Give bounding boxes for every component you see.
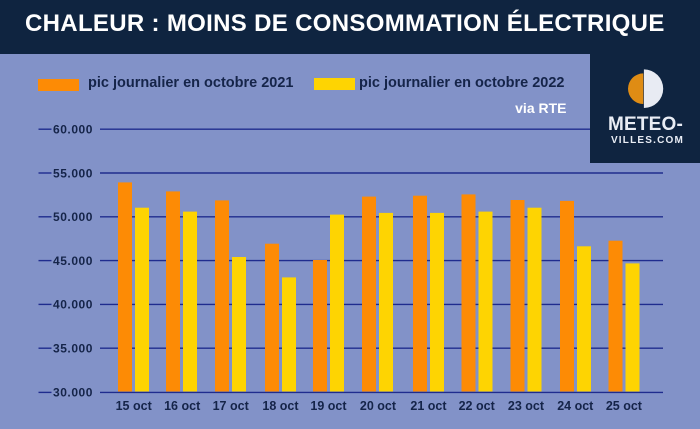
svg-text:60.000: 60.000: [53, 123, 93, 137]
svg-text:50.000: 50.000: [53, 210, 93, 224]
svg-text:30.000: 30.000: [53, 386, 93, 400]
svg-text:40.000: 40.000: [53, 298, 93, 312]
svg-text:45.000: 45.000: [53, 254, 93, 268]
svg-text:55.000: 55.000: [53, 166, 93, 180]
svg-text:35.000: 35.000: [53, 342, 93, 356]
